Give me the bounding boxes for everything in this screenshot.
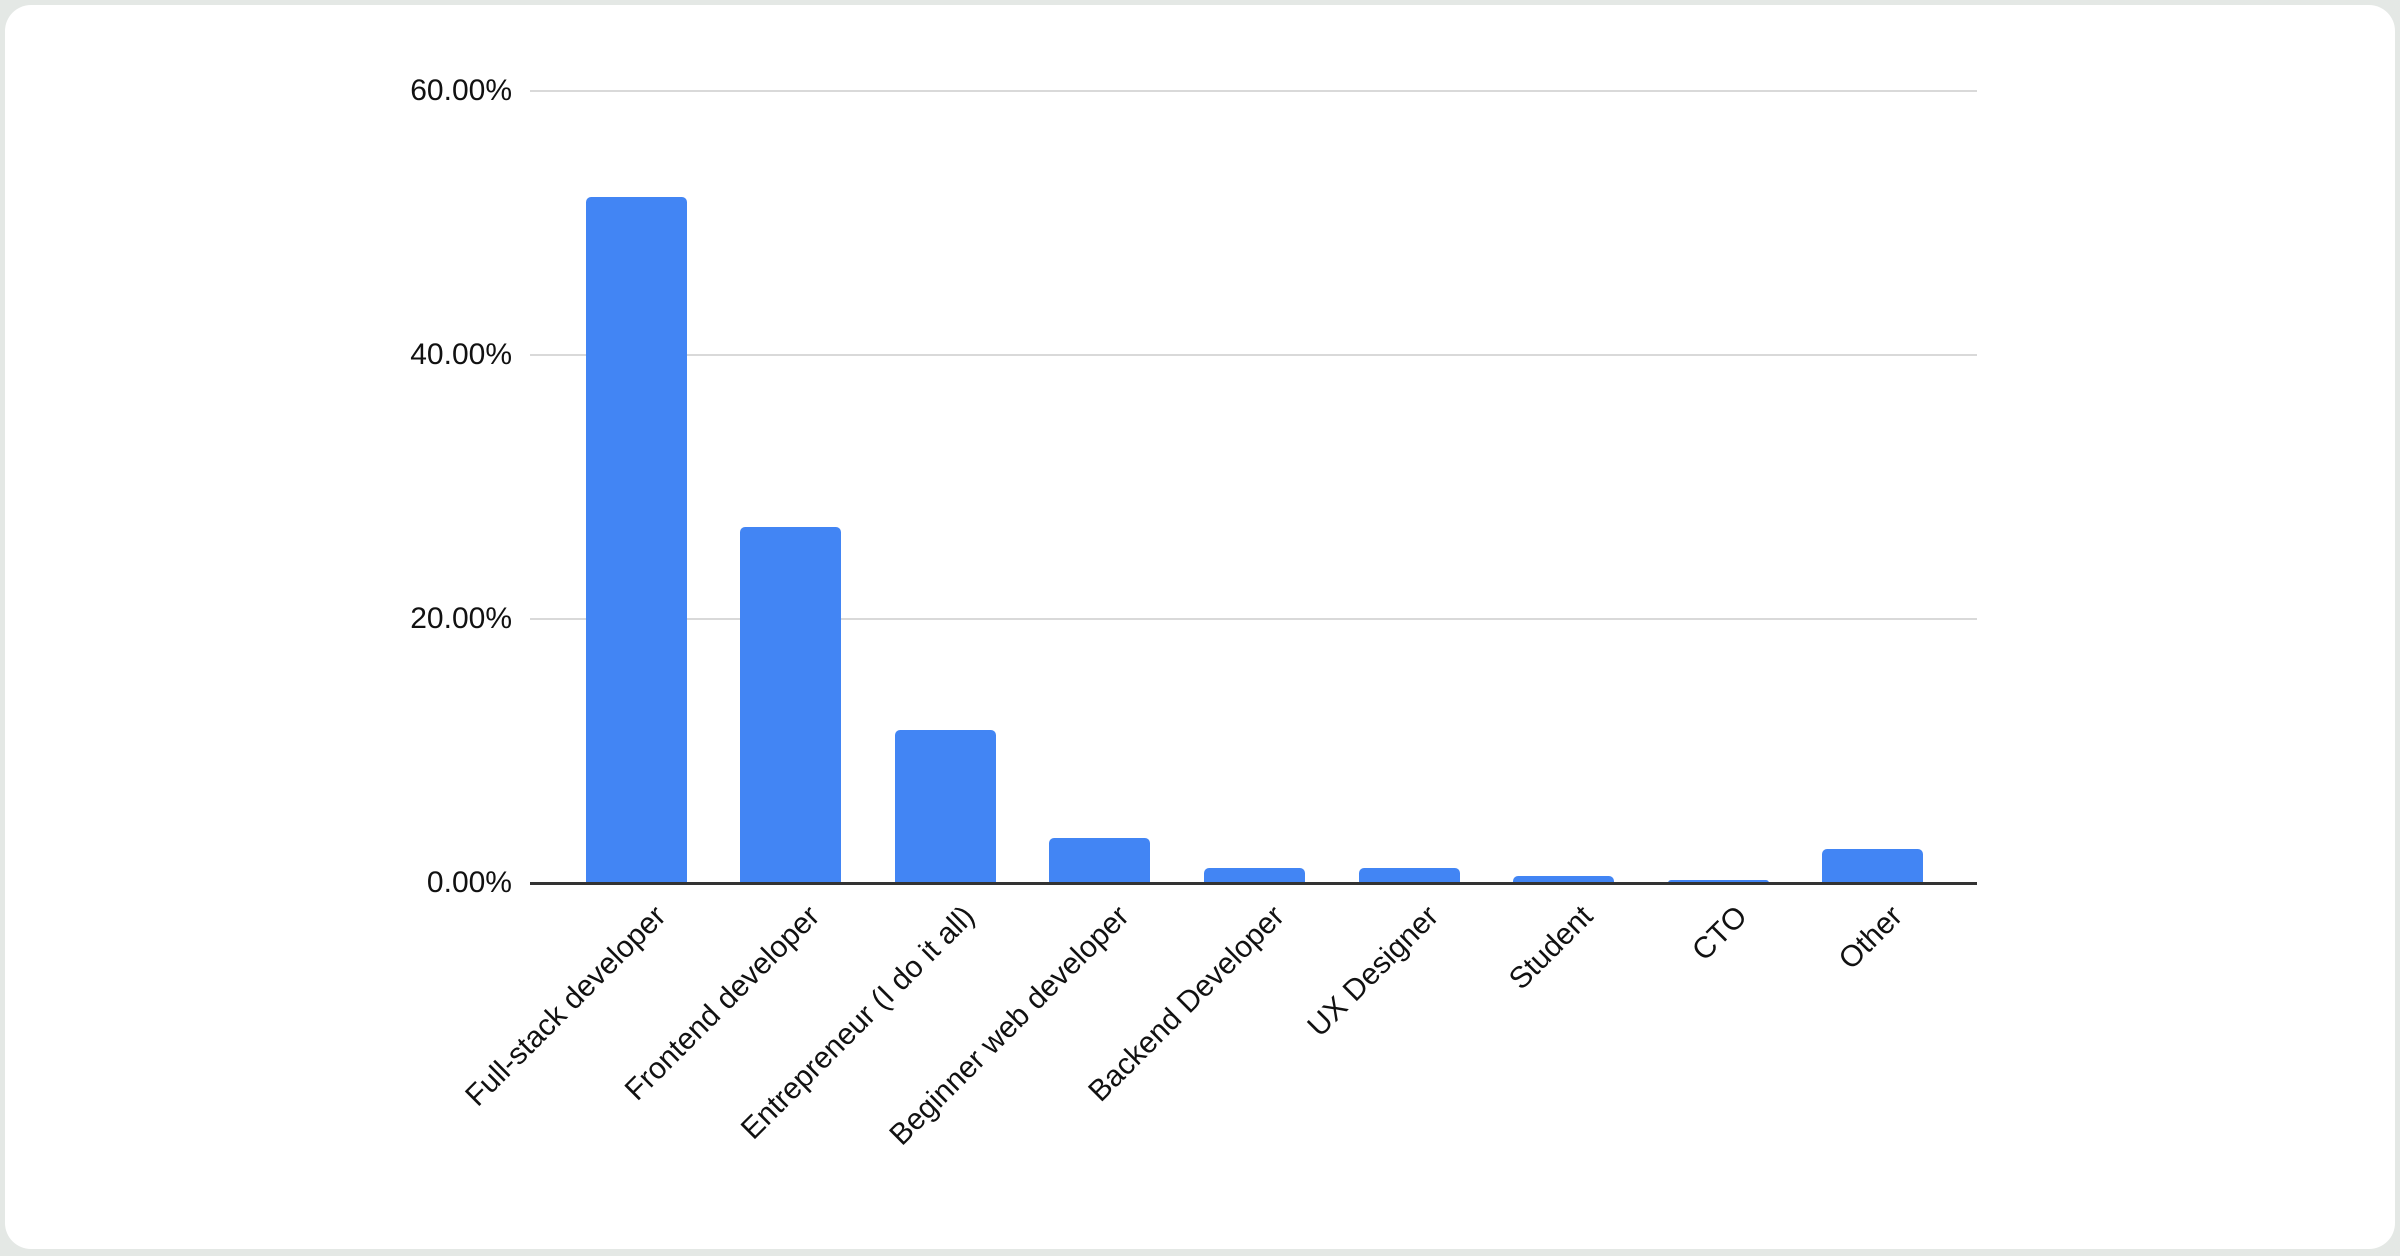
y-axis-tick-40-00: 40.00%: [410, 338, 512, 371]
x-axis-label-cto: CTO: [1686, 899, 1755, 968]
gridline-20-00: [530, 618, 1977, 620]
x-axis-label-student: Student: [1503, 899, 1600, 997]
x-axis-label-ux-designer: UX Designer: [1301, 899, 1445, 1044]
bar-student: [1513, 876, 1615, 883]
gridline-60-00: [530, 90, 1977, 92]
y-axis-tick-0-00: 0.00%: [426, 866, 512, 899]
y-axis-tick-20-00: 20.00%: [410, 602, 512, 635]
bar-entrepreneur-i-do-it-all: [894, 729, 996, 883]
x-axis-line: [530, 882, 1977, 885]
bar-ux-designer: [1358, 868, 1460, 883]
gridline-40-00: [530, 354, 1977, 356]
x-axis-label-other: Other: [1832, 899, 1909, 976]
chart-card: [5, 5, 2395, 1249]
bar-cto: [1667, 879, 1769, 883]
bar-beginner-web-developer: [1049, 838, 1151, 883]
bar-other: [1822, 848, 1924, 883]
bar-backend-developer: [1203, 868, 1305, 883]
bar-full-stack-developer: [585, 196, 687, 883]
y-axis-tick-60-00: 60.00%: [410, 74, 512, 107]
bar-frontend-developer: [740, 526, 842, 883]
